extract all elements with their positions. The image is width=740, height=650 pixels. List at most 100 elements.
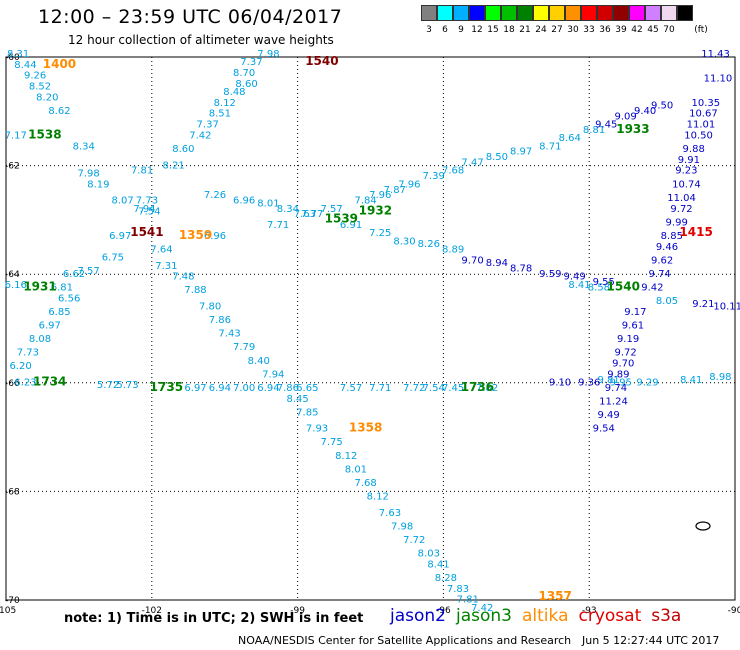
swh-value: 7.17 (5, 130, 27, 141)
swh-value: 9.54 (593, 424, 615, 435)
swh-value: 9.62 (651, 255, 673, 266)
swh-value: 7.68 (442, 166, 464, 177)
legend-swatch (565, 5, 581, 21)
swh-value: 6.97 (39, 321, 61, 332)
swh-value: 7.81 (131, 166, 153, 177)
swh-value: 9.70 (461, 255, 483, 266)
legend-label: 9 (458, 25, 464, 35)
swh-value: 9.10 (549, 378, 571, 389)
swh-value: 8.71 (539, 141, 561, 152)
legend-label: 33 (583, 25, 595, 35)
swh-value: 10.67 (689, 109, 718, 120)
swh-value: 8.40 (248, 356, 270, 367)
legend-label: 18 (503, 25, 515, 35)
swh-value: 11.24 (599, 397, 628, 408)
swh-value: 6.97 (184, 383, 206, 394)
swh-value: 8.20 (36, 92, 58, 103)
legend-label: 42 (631, 25, 643, 35)
satellite-label: jason2 (390, 606, 446, 626)
swh-value: 9.42 (641, 282, 663, 293)
swh-value: 8.12 (367, 492, 389, 503)
swh-value: 7.54 (423, 383, 445, 394)
legend-swatch (645, 5, 661, 21)
swh-value: 8.12 (214, 98, 236, 109)
swh-value: 7.48 (172, 272, 194, 283)
swh-value: 8.44 (14, 60, 36, 71)
swh-value: 7.85 (296, 407, 318, 418)
satellite-key: jason2 jason3 altika cryosat s3a (390, 606, 691, 626)
swh-value: 10.74 (672, 179, 701, 190)
legend-label: 24 (535, 25, 547, 35)
pass-time-label: 1931 (23, 279, 56, 293)
swh-value: 7.72 (403, 535, 425, 546)
swh-value: 9.89 (607, 369, 629, 380)
swh-value: 7.68 (355, 478, 377, 489)
legend-swatch (501, 5, 517, 21)
swh-value: 6.65 (296, 383, 318, 394)
legend-label: 70 (663, 25, 675, 35)
swh-value: 9.26 (24, 71, 46, 82)
swh-value: 7.83 (447, 584, 469, 595)
swh-value: 7.26 (204, 190, 226, 201)
swh-value: 6.91 (340, 220, 362, 231)
swh-value: 8.70 (233, 68, 255, 79)
swh-value: 8.98 (709, 372, 731, 383)
swh-value: 6.94 (257, 383, 279, 394)
swh-value: 7.79 (233, 342, 255, 353)
swh-value: 7.98 (77, 168, 99, 179)
map-frame (5, 56, 736, 601)
swh-value: 7.63 (294, 209, 316, 220)
swh-value: 8.21 (163, 160, 185, 171)
swh-value: 9.74 (605, 383, 627, 394)
lat-tick-label: -62 (5, 162, 20, 172)
swh-value: 8.85 (661, 231, 683, 242)
lon-tick-label: -90 (728, 606, 740, 616)
swh-value: 7.86 (277, 383, 299, 394)
swh-value: 9.72 (670, 204, 692, 215)
swh-value: 7.64 (150, 244, 172, 255)
swh-value: 8.60 (235, 79, 257, 90)
swh-value: 9.61 (622, 321, 644, 332)
swh-value: 9.21 (692, 299, 714, 310)
swh-value: 9.91 (678, 155, 700, 166)
swh-value: 7.37 (197, 120, 219, 131)
swh-value: 8.41 (568, 280, 590, 291)
legend-swatch (469, 5, 485, 21)
swh-value: 9.59 (539, 269, 561, 280)
credit-source: NOAA/NESDIS Center for Satellite Applica… (238, 634, 572, 647)
swh-value: 8.34 (277, 204, 299, 215)
legend-label: 3 (426, 25, 432, 35)
swh-value: 8.34 (73, 141, 95, 152)
swh-value: 8.01 (345, 464, 367, 475)
swh-value: 9.45 (595, 120, 617, 131)
satellite-label: jason3 (456, 606, 512, 626)
swh-value: 7.00 (233, 383, 255, 394)
credit-timestamp: Jun 5 12:27:44 UTC 2017 (582, 634, 720, 647)
swh-value: 11.43 (701, 49, 730, 60)
swh-value: 7.77 (301, 209, 323, 220)
swh-value: 9.46 (656, 242, 678, 253)
swh-value: 8.41 (427, 559, 449, 570)
lat-tick-label: -64 (5, 270, 20, 280)
swh-value: 7.71 (369, 383, 391, 394)
swh-value: 7.81 (457, 595, 479, 606)
swh-value: 7.86 (209, 315, 231, 326)
swh-value: 8.52 (29, 82, 51, 93)
swh-value: 9.19 (617, 334, 639, 345)
swh-value: 7.88 (184, 285, 206, 296)
swh-value: 7.98 (391, 521, 413, 532)
legend-label: 6 (442, 25, 448, 35)
swh-value: 7.84 (355, 196, 377, 207)
lon-tick-label: -105 (0, 606, 16, 616)
legend-unit: (ft) (694, 25, 708, 35)
legend-label: 15 (487, 25, 499, 35)
swh-value: 9.17 (624, 307, 646, 318)
swh-value: 10.11 (713, 301, 740, 312)
swh-value: 7.96 (369, 190, 391, 201)
swh-value: 8.94 (486, 258, 508, 269)
pass-time-label: 1539 (325, 212, 358, 226)
pass-time-label: 1736 (461, 380, 494, 394)
swh-value: 5.73 (116, 380, 138, 391)
swh-value: 5.72 (97, 380, 119, 391)
swh-value: 7.43 (218, 329, 240, 340)
